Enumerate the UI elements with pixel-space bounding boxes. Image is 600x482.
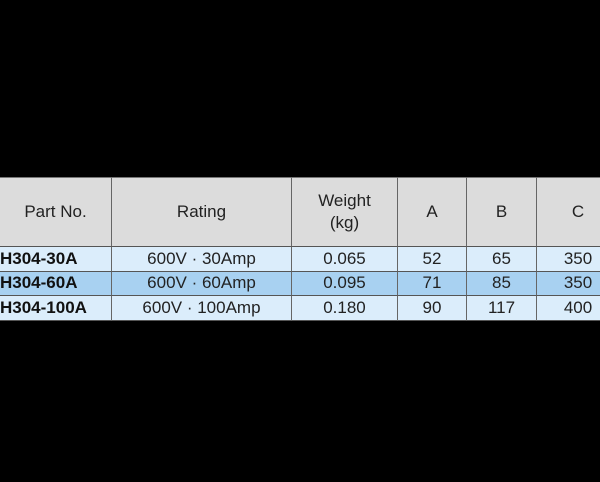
table-cell: 600V · 30Amp — [112, 247, 292, 272]
header-text: A — [426, 202, 438, 221]
table-cell: 71 — [398, 271, 467, 296]
table-cell: 90 — [398, 296, 467, 321]
header-cell: Part No. — [0, 177, 112, 247]
header-text: Weight — [318, 191, 371, 210]
header-text: Rating — [176, 202, 227, 221]
table-cell: 65 — [467, 247, 537, 272]
table-cell: 400 — [537, 296, 600, 321]
table-cell: 600V · 100Amp — [112, 296, 292, 321]
table-cell: 350 — [537, 247, 600, 272]
part-number: H304-100A — [0, 296, 112, 321]
table-cell: 0.065 — [292, 247, 398, 272]
part-number: H304-30A — [0, 247, 112, 272]
header-cell: Weight (kg) — [292, 177, 398, 247]
table-cell: 0.180 — [292, 296, 398, 321]
header-cell: A — [398, 177, 467, 247]
header-cell: B — [467, 177, 537, 247]
table-cell: 117 — [467, 296, 537, 321]
header-text: C — [571, 202, 585, 221]
table-cell: 0.095 — [292, 271, 398, 296]
table-cell: 350 — [537, 271, 600, 296]
table-cell: 85 — [467, 271, 537, 296]
table-cell: 600V · 60Amp — [112, 271, 292, 296]
header-text: (kg) — [329, 213, 360, 232]
part-number: H304-60A — [0, 271, 112, 296]
header-text: Part No. — [24, 202, 87, 221]
table-cell: 52 — [398, 247, 467, 272]
header-cell: Rating — [112, 177, 292, 247]
header-text: B — [495, 202, 508, 221]
header-cell: C — [537, 177, 600, 247]
